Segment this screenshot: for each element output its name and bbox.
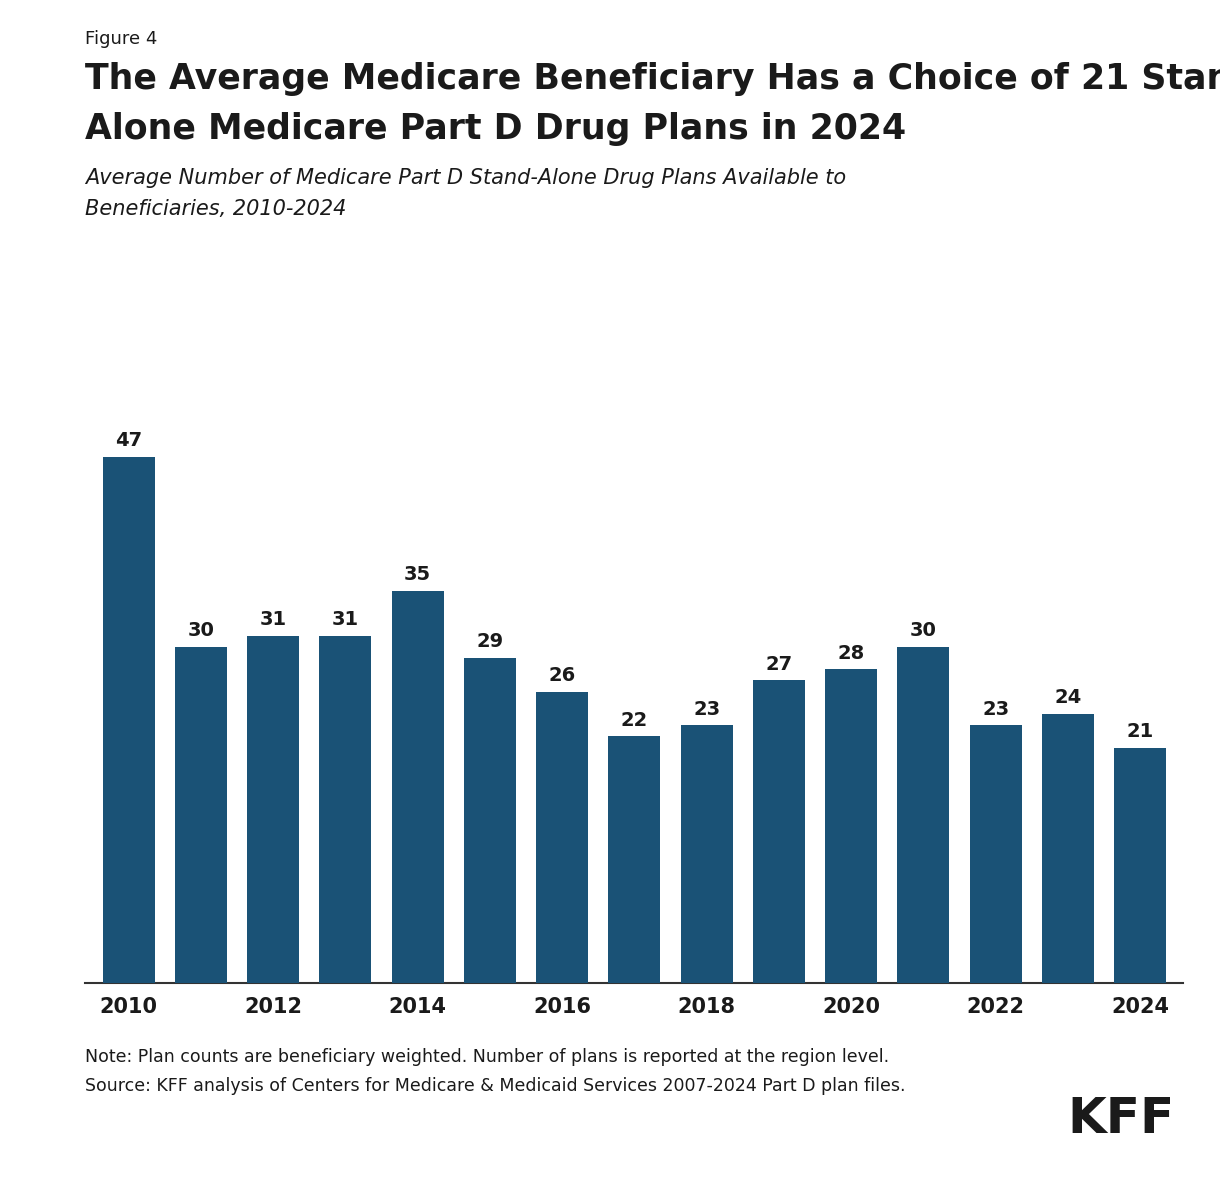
Text: 30: 30 bbox=[188, 622, 215, 641]
Bar bbox=[753, 681, 805, 983]
Text: 29: 29 bbox=[476, 632, 504, 651]
Text: Note: Plan counts are beneficiary weighted. Number of plans is reported at the r: Note: Plan counts are beneficiary weight… bbox=[85, 1048, 889, 1066]
Bar bbox=[1114, 747, 1166, 983]
Bar bbox=[174, 646, 227, 983]
Text: 31: 31 bbox=[260, 610, 287, 629]
Text: 22: 22 bbox=[621, 710, 648, 729]
Text: Figure 4: Figure 4 bbox=[85, 30, 157, 47]
Text: 23: 23 bbox=[693, 700, 720, 719]
Bar bbox=[1042, 714, 1094, 983]
Bar bbox=[392, 591, 444, 983]
Bar bbox=[464, 658, 516, 983]
Bar bbox=[102, 457, 155, 983]
Text: 26: 26 bbox=[549, 665, 576, 686]
Text: 28: 28 bbox=[837, 644, 865, 663]
Text: The Average Medicare Beneficiary Has a Choice of 21 Stand-: The Average Medicare Beneficiary Has a C… bbox=[85, 62, 1220, 96]
Bar bbox=[970, 726, 1021, 983]
Text: 30: 30 bbox=[910, 622, 937, 641]
Text: 27: 27 bbox=[765, 655, 793, 674]
Bar bbox=[320, 636, 371, 983]
Bar bbox=[898, 646, 949, 983]
Text: 24: 24 bbox=[1054, 688, 1081, 707]
Text: Beneficiaries, 2010-2024: Beneficiaries, 2010-2024 bbox=[85, 199, 346, 219]
Text: Alone Medicare Part D Drug Plans in 2024: Alone Medicare Part D Drug Plans in 2024 bbox=[85, 112, 906, 147]
Text: Average Number of Medicare Part D Stand-Alone Drug Plans Available to: Average Number of Medicare Part D Stand-… bbox=[85, 168, 847, 188]
Bar bbox=[609, 736, 660, 983]
Text: 47: 47 bbox=[115, 431, 143, 450]
Text: 23: 23 bbox=[982, 700, 1009, 719]
Bar bbox=[248, 636, 299, 983]
Bar bbox=[536, 691, 588, 983]
Bar bbox=[681, 726, 733, 983]
Text: 35: 35 bbox=[404, 565, 431, 584]
Text: Source: KFF analysis of Centers for Medicare & Medicaid Services 2007-2024 Part : Source: KFF analysis of Centers for Medi… bbox=[85, 1077, 906, 1095]
Text: 21: 21 bbox=[1126, 722, 1154, 741]
Bar bbox=[825, 669, 877, 983]
Text: 31: 31 bbox=[332, 610, 359, 629]
Text: KFF: KFF bbox=[1068, 1095, 1175, 1144]
